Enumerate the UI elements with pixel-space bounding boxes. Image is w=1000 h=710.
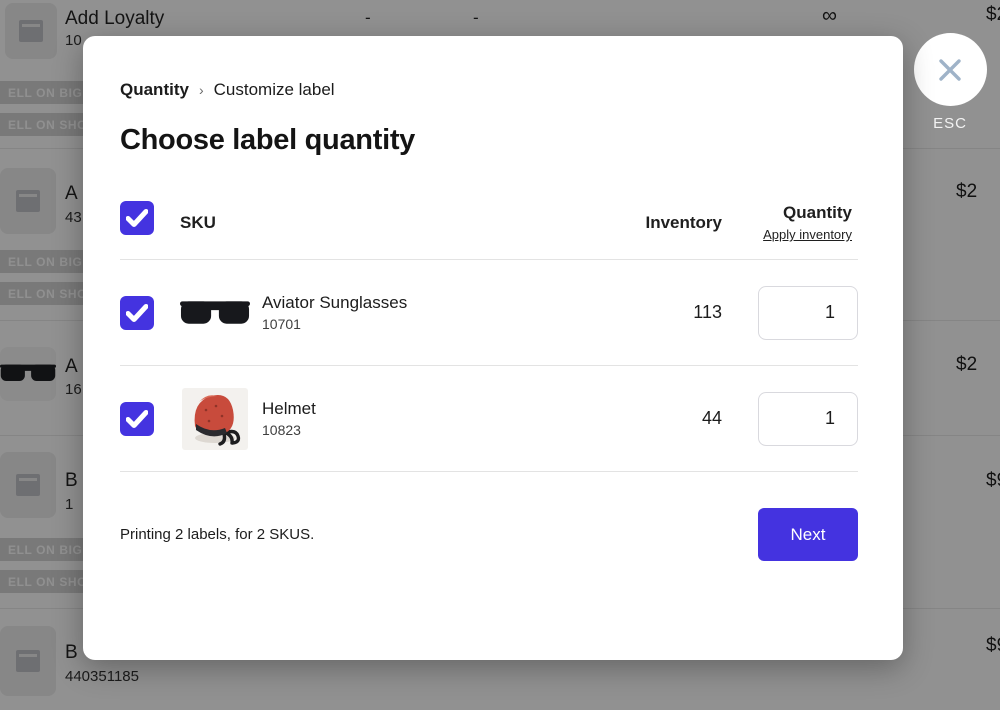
sell-on-shopify-badge: ELL ON SHO — [0, 570, 106, 593]
close-icon — [939, 58, 961, 81]
sell-on-shopify-badge: ELL ON SHO — [0, 282, 106, 305]
sell-on-shopify-badge: ELL ON SHO — [0, 113, 106, 136]
column-header-sku: SKU — [180, 213, 216, 232]
print-summary: Printing 2 labels, for 2 SKUS. — [120, 526, 315, 543]
column-header-quantity: Quantity — [783, 203, 852, 222]
product-title: B — [65, 470, 78, 491]
product-thumbnail — [0, 168, 56, 234]
sunglasses-icon — [0, 364, 56, 381]
price-cell: $9 — [986, 470, 1000, 491]
close-control: ESC — [912, 33, 988, 132]
checkmark-icon — [126, 303, 148, 322]
product-sku: 10701 — [262, 316, 301, 332]
product-thumbnail — [5, 3, 57, 59]
modal-footer: Printing 2 labels, for 2 SKUS. Next — [120, 508, 858, 561]
product-sku: 1 — [65, 496, 74, 513]
breadcrumb: Quantity › Customize label — [120, 80, 858, 100]
box-icon — [19, 20, 43, 42]
checkmark-icon — [126, 209, 148, 227]
product-thumbnail — [0, 452, 56, 518]
product-name: Aviator Sunglasses — [262, 293, 408, 312]
page-title: Choose label quantity — [120, 124, 416, 156]
cell-dash: - — [365, 8, 371, 27]
product-title: Add Loyalty — [65, 8, 165, 29]
next-button[interactable]: Next — [758, 508, 858, 561]
quantity-input[interactable] — [758, 285, 858, 340]
price-cell: $2 — [956, 181, 978, 202]
box-icon — [16, 474, 40, 496]
product-thumbnail — [0, 626, 56, 696]
sunglasses-icon — [180, 300, 250, 324]
breadcrumb-quantity[interactable]: Quantity — [120, 80, 189, 99]
product-image — [180, 387, 250, 450]
row-checkbox[interactable] — [120, 401, 154, 436]
table-row: Helmet 10823 44 — [120, 366, 858, 472]
product-name: Helmet — [262, 399, 316, 418]
inventory-count: 113 — [693, 302, 722, 322]
table-header: SKU Inventory Quantity Apply inventory — [120, 201, 858, 260]
sell-on-bigcommerce-badge: ELL ON BIGCO — [0, 81, 106, 104]
box-icon — [16, 650, 40, 672]
row-checkbox[interactable] — [120, 295, 154, 330]
product-sku: 10 — [65, 32, 82, 49]
sell-on-bigcommerce-badge: ELL ON BIGCO — [0, 250, 106, 273]
product-title: A — [65, 356, 78, 377]
product-sku: 10823 — [262, 422, 301, 438]
quantity-input[interactable] — [758, 391, 858, 446]
column-header-inventory: Inventory — [645, 213, 722, 232]
checkmark-icon — [126, 409, 148, 428]
product-title: B — [65, 642, 78, 663]
product-name-group: Helmet 10823 — [262, 399, 612, 438]
table-row: Aviator Sunglasses 10701 113 — [120, 260, 858, 366]
close-button[interactable] — [913, 33, 987, 106]
breadcrumb-customize-label: Customize label — [213, 80, 335, 99]
apply-inventory-link[interactable]: Apply inventory — [763, 227, 852, 242]
choose-label-quantity-modal: Quantity › Customize label Choose label … — [83, 36, 903, 660]
esc-label: ESC — [933, 115, 967, 132]
product-sku: 16 — [65, 381, 82, 398]
helmet-icon — [182, 387, 248, 450]
product-thumbnail — [0, 347, 56, 401]
box-icon — [16, 190, 40, 212]
price-cell: $2 — [956, 354, 978, 375]
product-sku: 440351185 — [65, 668, 139, 685]
chevron-right-icon: › — [198, 82, 204, 98]
product-title: A — [65, 183, 78, 204]
inventory-count: 44 — [701, 408, 722, 428]
cell-dash: - — [473, 8, 479, 27]
price-cell: $9 — [986, 635, 1000, 656]
column-header-quantity-group: Quantity Apply inventory — [758, 201, 858, 245]
product-sku: 43 — [65, 209, 82, 226]
infinity-symbol: ∞ — [822, 4, 837, 27]
select-all-checkbox[interactable] — [120, 201, 154, 235]
product-name-group: Aviator Sunglasses 10701 — [262, 293, 612, 332]
price-cell: $2 — [986, 4, 1000, 25]
sell-on-bigcommerce-badge: ELL ON BIGCO — [0, 538, 106, 561]
product-image — [180, 282, 250, 344]
